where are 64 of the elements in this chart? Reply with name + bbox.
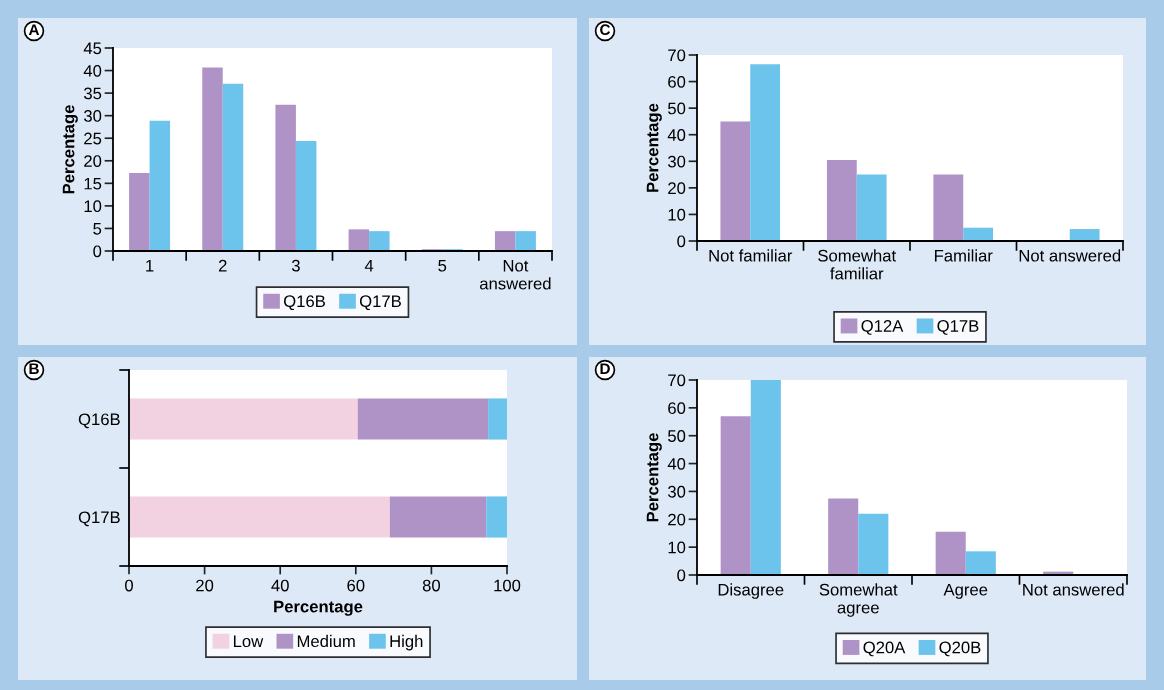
x-tick-label: Agree	[943, 583, 988, 599]
y-tick-label: 60	[668, 402, 686, 415]
y-tick-label: 5	[93, 223, 102, 235]
x-tick-label: 0	[125, 579, 133, 592]
y-tick-label: 50	[668, 430, 686, 442]
x-tick-label: Familiar	[934, 249, 993, 262]
y-tick-label: 35	[83, 87, 102, 100]
legend-label: Q16B	[284, 295, 325, 311]
x-tick-label: 1	[146, 259, 154, 272]
chart-title: C	[600, 24, 611, 36]
x-tick-label: 60	[347, 579, 365, 592]
y-tick-label: 40	[667, 457, 686, 470]
y-tick-label: 20	[84, 155, 102, 167]
x-tick-label: Not answered	[479, 259, 551, 290]
x-tick-label: Not answered	[1023, 583, 1124, 596]
x-tick-label: 5	[438, 259, 447, 272]
y-tick-label: 10	[84, 200, 102, 213]
legend-label: Q20B	[939, 641, 981, 657]
y-tick-label: 45	[83, 42, 102, 55]
legend-label: Q12A	[861, 320, 904, 335]
x-tick-label: Not answered	[1019, 249, 1121, 262]
y-tick-label: 25	[84, 132, 102, 145]
chart-title: B	[29, 363, 39, 374]
legend-label: High	[390, 634, 423, 651]
y-tick-label: 20	[668, 182, 686, 195]
x-tick-label: Not familiar	[709, 249, 793, 262]
x-tick-label: 4	[364, 259, 374, 272]
x-tick-label: Somewhat agree	[819, 583, 898, 617]
y-tick-label: 10	[668, 208, 686, 221]
x-tick-label: Somewhat familiar	[818, 249, 896, 280]
y-tick-label: 30	[667, 155, 686, 168]
x-axis-title: Percentage	[274, 600, 363, 616]
x-tick-label: 3	[291, 259, 300, 272]
y-tick-label: 70	[668, 374, 686, 387]
x-tick-label: 40	[271, 579, 289, 592]
legend-label: Medium	[297, 634, 355, 648]
y-tick-label: 30	[83, 110, 102, 122]
y-tick-label: 70	[668, 49, 686, 62]
y-tick-label: 10	[668, 541, 686, 554]
y-tick-label: Q17B	[78, 511, 120, 527]
y-tick-label: 0	[677, 235, 686, 248]
y-tick-label: 0	[677, 569, 686, 582]
x-tick-label: 80	[422, 579, 441, 592]
y-axis-title: Percentage	[646, 433, 662, 522]
legend-label: Q17B	[937, 320, 979, 335]
legend-label: Q17B	[359, 295, 401, 311]
y-axis-title: Percentage	[646, 103, 662, 192]
y-axis-title: Percentage	[62, 105, 78, 194]
y-tick-label: 50	[668, 102, 686, 115]
y-tick-label: 20	[668, 513, 686, 526]
x-tick-label: 2	[218, 259, 227, 272]
y-tick-label: 40	[667, 129, 686, 141]
x-tick-label: Disagree	[718, 583, 784, 599]
legend-label: Low	[233, 635, 264, 648]
y-tick-label: 15	[84, 177, 102, 190]
y-tick-label: 30	[667, 485, 686, 498]
legend-label: Q20A	[863, 641, 906, 657]
y-tick-label: Q16B	[78, 413, 120, 429]
chart-title: D	[600, 363, 610, 374]
chart-title: A	[28, 24, 40, 35]
x-tick-label: 100	[494, 579, 521, 592]
y-tick-label: 60	[668, 75, 686, 88]
x-tick-label: 20	[196, 579, 214, 592]
y-tick-label: 40	[83, 64, 102, 77]
